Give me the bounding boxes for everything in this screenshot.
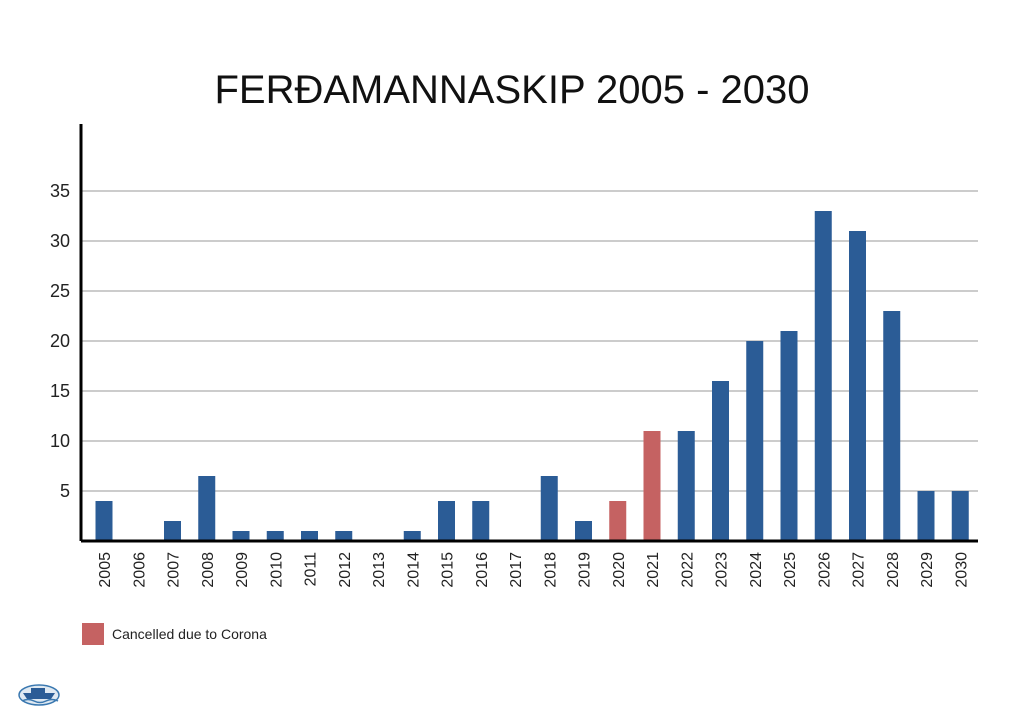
bar-2023 [712, 381, 729, 541]
x-tick-label: 2018 [542, 552, 559, 588]
bar-2005 [95, 501, 113, 541]
bar-2021 [643, 431, 661, 541]
bar-2018 [540, 476, 558, 541]
x-tick-label: 2014 [405, 552, 422, 588]
legend-swatch-cancelled [82, 623, 104, 645]
x-tick-label: 2023 [714, 552, 731, 588]
x-tick-label: 2009 [234, 552, 251, 588]
bar-2019 [575, 521, 592, 541]
x-tick-label: 2029 [919, 552, 936, 588]
x-tick-label: 2012 [337, 552, 354, 588]
y-tick-label: 10 [50, 431, 70, 451]
x-tick-label: 2005 [97, 552, 114, 588]
bar-2012 [335, 531, 353, 541]
y-axis-ticks: 5 10 15 20 25 30 35 [50, 181, 70, 501]
x-axis-ticks: 2005 2006 2007 2008 2009 2010 2011 2012 2013 2014… [97, 552, 970, 588]
x-tick-label: 2024 [748, 552, 765, 588]
bar-2015 [438, 501, 455, 541]
x-tick-label: 2017 [508, 552, 525, 588]
x-tick-label: 2015 [440, 552, 457, 588]
bar-2008 [198, 476, 216, 541]
x-tick-label: 2013 [371, 552, 388, 588]
y-tick-label: 5 [60, 481, 70, 501]
bar-2007 [164, 521, 181, 541]
bar-2026 [814, 211, 832, 541]
bar-2016 [472, 501, 490, 541]
x-tick-label: 2007 [166, 552, 183, 588]
x-tick-label: 2025 [782, 552, 799, 588]
x-tick-label: 2020 [611, 552, 628, 588]
x-tick-label: 2030 [953, 552, 970, 588]
x-tick-label: 2016 [474, 552, 491, 588]
bar-2011 [301, 531, 318, 541]
x-tick-label: 2006 [131, 552, 148, 588]
y-tick-label: 20 [50, 331, 70, 351]
x-tick-label: 2021 [645, 552, 662, 588]
gridlines [81, 190, 978, 492]
y-tick-label: 30 [50, 231, 70, 251]
bar-2030 [951, 491, 969, 541]
bar-2010 [266, 531, 284, 541]
bar-2025 [780, 331, 798, 541]
bar-2029 [917, 491, 935, 541]
y-tick-label: 25 [50, 281, 70, 301]
chart-title: FERÐAMANNASKIP 2005 - 2030 [214, 68, 809, 112]
y-tick-label: 35 [50, 181, 70, 201]
y-tick-label: 15 [50, 381, 70, 401]
x-tick-label: 2011 [303, 552, 320, 587]
bar-2014 [403, 531, 421, 541]
bar-2024 [746, 341, 764, 541]
legend: Cancelled due to Corona [82, 623, 267, 645]
x-tick-label: 2027 [851, 552, 868, 588]
bar-2027 [849, 231, 866, 541]
x-tick-label: 2022 [679, 552, 696, 588]
bar-2020 [609, 501, 627, 541]
x-tick-label: 2010 [268, 552, 285, 588]
legend-label-cancelled: Cancelled due to Corona [112, 626, 267, 642]
x-tick-label: 2028 [885, 552, 902, 588]
x-tick-label: 2008 [200, 552, 217, 588]
bars [95, 211, 969, 541]
x-tick-label: 2019 [577, 552, 594, 588]
x-tick-label: 2026 [816, 552, 833, 588]
bar-2028 [883, 311, 901, 541]
cruise-ship-logo-icon [18, 684, 60, 706]
bar-2009 [232, 531, 250, 541]
bar-2022 [677, 431, 695, 541]
